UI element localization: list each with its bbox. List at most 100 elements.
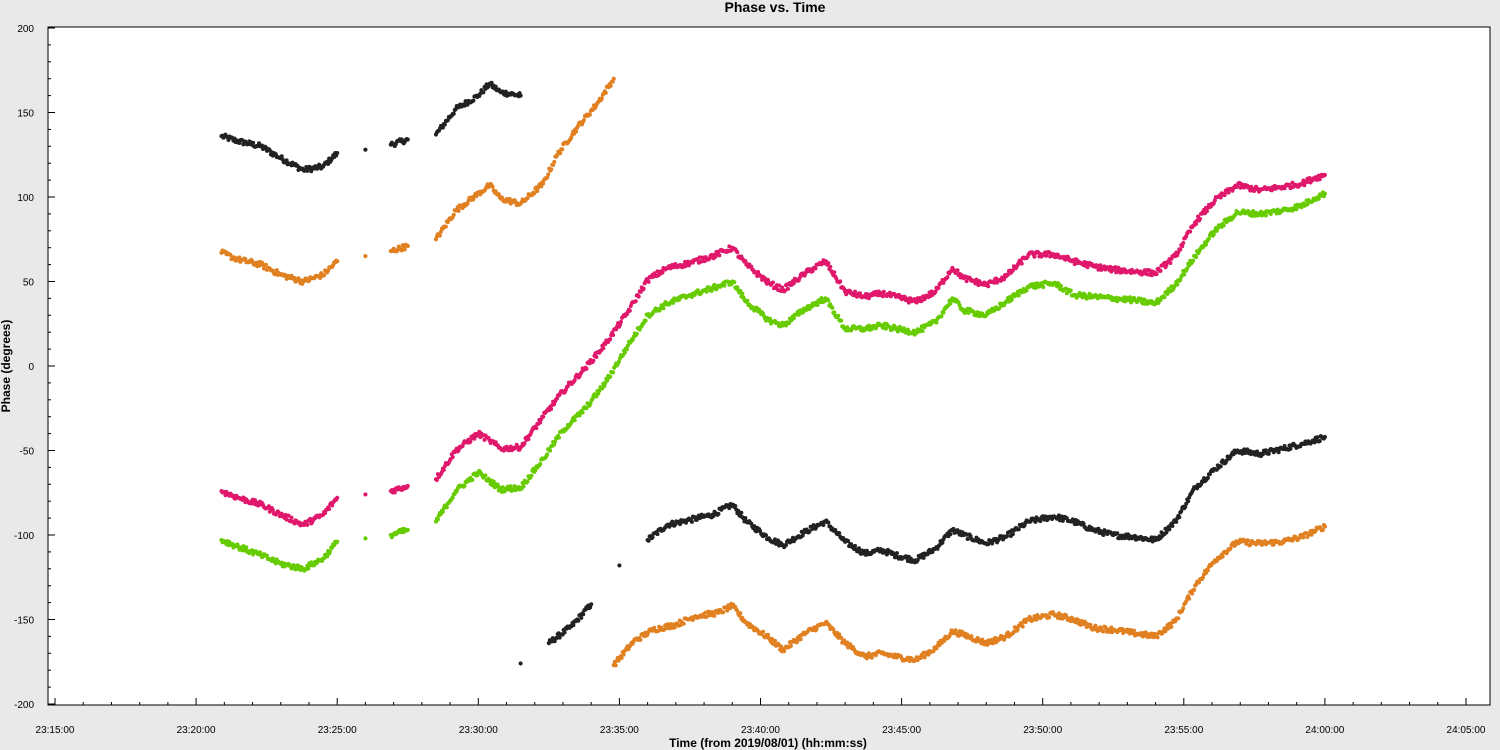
data-point (1175, 282, 1180, 287)
data-point (456, 208, 461, 213)
data-point (955, 268, 960, 273)
data-point (1170, 524, 1175, 529)
data-point (919, 298, 924, 303)
data-point (797, 275, 802, 280)
data-point (588, 401, 593, 406)
data-point (618, 319, 623, 324)
data-point (717, 253, 722, 258)
data-point (508, 484, 513, 489)
data-point (521, 484, 526, 489)
data-point (444, 505, 449, 510)
data-point (1205, 568, 1210, 573)
data-point (1020, 624, 1025, 629)
data-point (1220, 554, 1225, 559)
data-point (1041, 285, 1046, 290)
data-point (292, 275, 297, 280)
data-point (1140, 301, 1145, 306)
data-point (503, 89, 508, 94)
data-point (471, 197, 476, 202)
data-point (539, 184, 544, 189)
data-point (1238, 185, 1243, 190)
data-point (286, 513, 291, 518)
data-point (602, 384, 607, 389)
data-point (966, 310, 971, 315)
data-point (997, 537, 1002, 542)
data-point (1187, 596, 1192, 601)
x-tick-label: 24:00:00 (1305, 725, 1344, 736)
data-point (1203, 571, 1208, 576)
data-point (941, 310, 946, 315)
data-point (630, 337, 635, 342)
data-point (468, 439, 473, 444)
data-point (603, 90, 608, 95)
data-point (930, 549, 935, 554)
y-tick-label: -200 (14, 700, 34, 711)
data-point (655, 532, 660, 537)
data-point (512, 484, 517, 489)
y-tick-label: 0 (28, 362, 34, 373)
data-point (1320, 528, 1325, 533)
data-point (881, 289, 886, 294)
data-point (828, 264, 833, 269)
data-point (697, 255, 702, 260)
data-point (826, 298, 831, 303)
data-point (980, 637, 985, 642)
data-point (535, 189, 540, 194)
data-point (1317, 177, 1322, 182)
data-point (1032, 254, 1037, 259)
data-point (837, 632, 842, 637)
data-point (761, 629, 766, 634)
data-point (1165, 291, 1170, 296)
data-point (560, 147, 565, 152)
data-point (572, 378, 577, 383)
data-point (541, 414, 546, 419)
data-point (785, 286, 790, 291)
data-point (572, 418, 577, 423)
data-point (1024, 288, 1029, 293)
data-point (588, 605, 593, 610)
chart-title: Phase vs. Time (725, 0, 826, 15)
y-tick-label: -100 (14, 531, 34, 542)
data-point (782, 649, 787, 654)
data-point (1222, 193, 1227, 198)
data-point (992, 280, 997, 285)
data-point (305, 522, 310, 527)
data-point (1192, 587, 1197, 592)
data-point (500, 485, 505, 490)
data-point (1178, 278, 1183, 283)
data-point (576, 618, 581, 623)
data-point (489, 80, 494, 85)
data-point (1194, 221, 1199, 226)
data-point (857, 291, 862, 296)
data-point (465, 102, 470, 107)
data-point (779, 644, 784, 649)
data-point (942, 638, 947, 643)
data-point (548, 448, 553, 453)
data-point (735, 608, 740, 613)
data-point (837, 531, 842, 536)
data-point (579, 615, 584, 620)
data-point (735, 250, 740, 255)
data-point (965, 537, 970, 542)
data-point (571, 623, 576, 628)
data-point (945, 275, 950, 280)
data-point (1246, 538, 1251, 543)
data-point (936, 286, 941, 291)
data-point (495, 482, 500, 487)
data-point (538, 461, 543, 466)
data-point (549, 167, 554, 172)
data-point (1246, 209, 1251, 214)
data-point (1218, 464, 1223, 469)
axis-ticks: 23:15:00 23:20:00 23:25:00 23:30:00 23:35:00… (14, 24, 1486, 736)
data-point (534, 426, 539, 431)
data-point (765, 277, 770, 282)
data-point (617, 359, 622, 364)
data-point (894, 551, 899, 556)
data-point (1156, 301, 1161, 306)
data-point (270, 507, 275, 512)
data-point (465, 201, 470, 206)
data-point (549, 406, 554, 411)
data-point (1168, 260, 1173, 265)
data-point (957, 303, 962, 308)
data-point (462, 483, 467, 488)
